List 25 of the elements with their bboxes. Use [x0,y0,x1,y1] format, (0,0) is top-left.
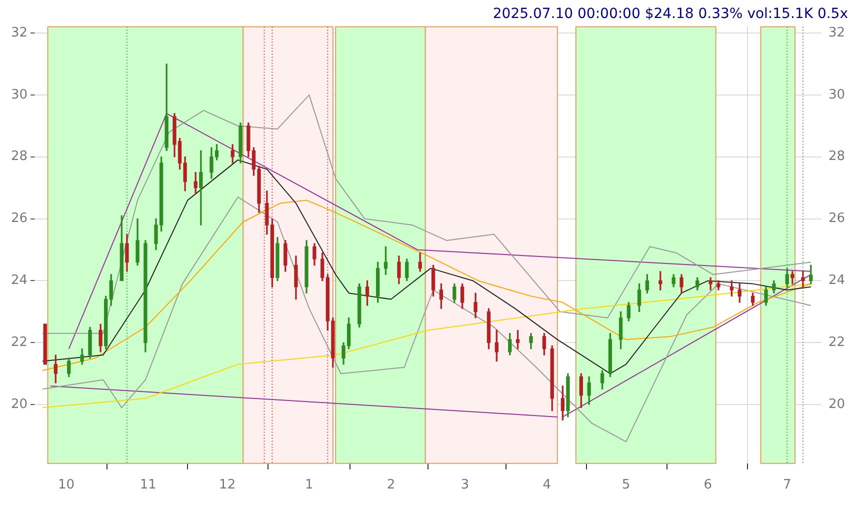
y-tick-label: 28 [10,149,28,164]
y-tick-label: 32 [10,25,28,40]
x-tick-label: 5 [622,478,630,493]
y2-tick-label: 22 [828,335,846,350]
x-tick-label: 11 [140,478,156,493]
y2-tick-label: 24 [828,273,846,288]
x-tick-label: 7 [782,478,792,493]
y2-tick-label: 30 [828,87,846,102]
x-tick-label: 6 [704,478,712,493]
y-tick-label: 30 [10,87,28,102]
y-tick-label: 20 [10,396,28,412]
y-tick-label: 24 [10,273,28,288]
x-tick-label: 2 [386,478,396,493]
x-tick-label: 3 [460,478,470,493]
x-tick-label: 1 [305,478,314,493]
y2-tick-label: 28 [828,149,846,164]
y-tick-label: 22 [10,335,28,350]
y-tick-label: 26 [10,211,28,226]
y2-tick-label: 26 [828,211,846,226]
y2-tick-label: 32 [828,25,846,40]
y2-tick-label: 20 [828,396,846,412]
x-tick-label: 4 [542,478,551,493]
x-tick-label: 10 [58,478,75,493]
x-tick-label: 12 [219,478,236,493]
chart-title: 2025.07.10 00:00:00 $24.18 0.33% vol:15.1K 0.5x [492,6,848,22]
